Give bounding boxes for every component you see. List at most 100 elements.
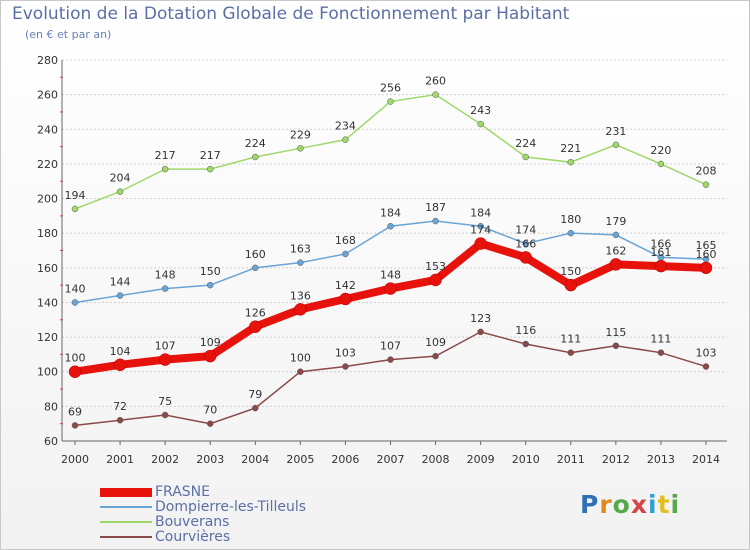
data-label-bouverans: 231 — [605, 125, 626, 138]
data-point-dompierre-les-tilleuls — [116, 292, 124, 299]
data-label-courvieres: 70 — [203, 404, 217, 417]
data-point-frasne — [474, 237, 487, 250]
data-label-bouverans: 260 — [425, 75, 446, 88]
data-label-courvieres: 103 — [335, 347, 356, 360]
data-label-dompierre-les-tilleuls: 144 — [110, 276, 131, 289]
data-point-bouverans — [477, 120, 484, 128]
x-tick-label: 2003 — [196, 453, 224, 466]
data-label-dompierre-les-tilleuls: 150 — [200, 265, 221, 278]
data-point-bouverans — [387, 98, 394, 105]
data-point-bouverans — [567, 158, 575, 166]
data-point-courvieres — [702, 363, 710, 370]
x-tick-label: 2009 — [467, 453, 495, 466]
data-label-dompierre-les-tilleuls: 165 — [696, 239, 717, 252]
y-tick-label: 280 — [37, 54, 58, 67]
data-point-courvieres — [387, 356, 394, 363]
data-label-courvieres: 109 — [425, 336, 446, 349]
data-label-bouverans: 220 — [650, 144, 671, 157]
data-point-courvieres — [297, 368, 304, 375]
legend-swatch — [100, 488, 152, 497]
data-label-bouverans: 204 — [110, 172, 131, 185]
data-label-bouverans: 217 — [155, 149, 176, 162]
data-point-courvieres — [522, 340, 529, 348]
data-label-bouverans: 208 — [696, 165, 717, 178]
data-label-frasne: 162 — [605, 244, 626, 257]
x-tick-label: 2006 — [331, 453, 359, 466]
data-label-frasne: 100 — [65, 352, 86, 365]
x-tick-label: 2010 — [512, 453, 540, 466]
data-label-dompierre-les-tilleuls: 166 — [650, 237, 671, 250]
data-label-dompierre-les-tilleuls: 184 — [470, 206, 491, 219]
data-label-dompierre-les-tilleuls: 179 — [605, 215, 626, 228]
data-label-dompierre-les-tilleuls: 163 — [290, 243, 311, 256]
legend-label: Bouverans — [155, 514, 230, 530]
x-tick-label: 2012 — [602, 453, 630, 466]
data-label-courvieres: 123 — [470, 312, 491, 325]
data-point-frasne — [158, 353, 172, 366]
data-point-frasne — [339, 292, 352, 306]
data-point-bouverans — [297, 145, 304, 152]
data-label-dompierre-les-tilleuls: 184 — [380, 206, 401, 219]
y-tick-label: 240 — [37, 123, 58, 136]
data-point-frasne — [564, 278, 578, 292]
data-point-dompierre-les-tilleuls — [252, 264, 259, 272]
brand-letter: x — [630, 490, 648, 519]
data-label-courvieres: 72 — [113, 400, 127, 413]
data-label-frasne: 104 — [110, 345, 131, 358]
brand-letter: t — [657, 490, 671, 519]
data-point-bouverans — [116, 188, 124, 195]
data-point-courvieres — [116, 416, 124, 424]
x-tick-label: 2007 — [377, 453, 405, 466]
data-point-courvieres — [612, 342, 620, 349]
data-label-courvieres: 107 — [380, 340, 401, 353]
data-label-bouverans: 224 — [515, 137, 536, 150]
data-label-frasne: 153 — [425, 260, 446, 273]
data-point-courvieres — [657, 349, 665, 356]
data-label-courvieres: 115 — [605, 326, 626, 339]
data-label-frasne: 166 — [515, 237, 536, 250]
data-point-dompierre-les-tilleuls — [161, 285, 169, 292]
data-point-courvieres — [342, 363, 349, 370]
data-point-bouverans — [161, 165, 169, 173]
data-label-courvieres: 100 — [290, 352, 311, 365]
data-point-courvieres — [567, 349, 575, 356]
y-tick-label: 60 — [44, 435, 58, 448]
data-label-courvieres: 69 — [68, 405, 82, 418]
data-label-dompierre-les-tilleuls: 148 — [155, 269, 176, 282]
data-label-bouverans: 224 — [245, 137, 266, 150]
data-label-frasne: 136 — [290, 289, 311, 302]
data-point-courvieres — [432, 352, 439, 360]
brand-letter: r — [599, 490, 613, 519]
data-point-frasne — [654, 259, 668, 273]
data-point-courvieres — [252, 404, 259, 412]
data-label-dompierre-les-tilleuls: 168 — [335, 234, 356, 247]
y-tick-label: 160 — [37, 262, 58, 275]
data-point-frasne — [519, 251, 532, 264]
data-label-bouverans: 234 — [335, 120, 356, 133]
data-point-courvieres — [206, 420, 214, 427]
y-tick-label: 120 — [37, 331, 58, 344]
data-label-frasne: 107 — [155, 340, 176, 353]
data-label-courvieres: 116 — [515, 324, 536, 337]
data-point-dompierre-les-tilleuls — [297, 259, 304, 266]
data-point-bouverans — [342, 136, 349, 143]
data-point-dompierre-les-tilleuls — [387, 223, 394, 230]
data-point-courvieres — [477, 328, 484, 336]
data-point-courvieres — [161, 411, 169, 419]
x-tick-label: 2004 — [241, 453, 269, 466]
data-point-dompierre-les-tilleuls — [477, 223, 484, 230]
data-point-frasne — [384, 282, 397, 295]
y-tick-label: 260 — [37, 89, 58, 102]
y-tick-label: 180 — [37, 227, 58, 240]
data-label-bouverans: 217 — [200, 149, 221, 162]
x-tick-label: 2013 — [647, 453, 675, 466]
data-point-dompierre-les-tilleuls — [432, 217, 439, 225]
data-label-dompierre-les-tilleuls: 140 — [65, 282, 86, 295]
data-point-frasne — [113, 358, 127, 372]
legend-label: FRASNE — [155, 484, 210, 500]
data-point-dompierre-les-tilleuls — [206, 281, 214, 289]
data-label-bouverans: 243 — [470, 104, 491, 117]
data-label-frasne: 109 — [200, 336, 221, 349]
data-label-dompierre-les-tilleuls: 187 — [425, 201, 446, 214]
